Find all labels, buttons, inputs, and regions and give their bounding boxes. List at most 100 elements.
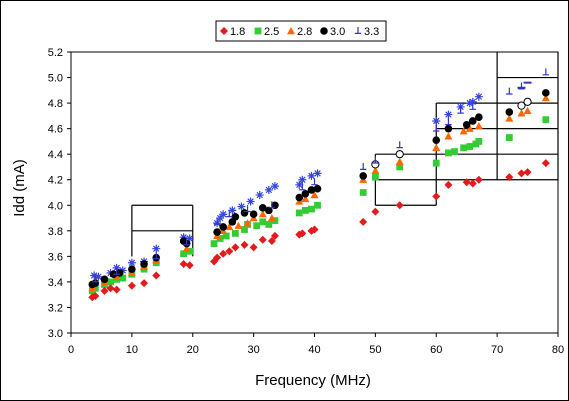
x-tick-label: 70 [491,344,503,356]
point [395,150,404,159]
point [395,157,404,166]
point [432,192,441,201]
point [432,136,441,144]
point [460,144,468,152]
point [468,117,477,125]
point [311,178,318,186]
y-axis-label: Idd (mA) [11,159,28,217]
point [210,240,218,247]
legend-label: 3.0 [330,26,345,38]
point [444,132,453,140]
y-tick-label: 4.8 [48,98,63,110]
legend-marker [287,27,295,35]
point [474,175,483,184]
point [307,186,316,194]
y-tick-label: 4.6 [48,124,63,136]
point [127,281,136,290]
point [140,260,148,268]
point [128,265,136,273]
series-3-3-star- [90,92,483,281]
point [432,143,441,151]
point [265,206,273,215]
point [465,99,474,108]
point [462,121,471,129]
y-tick-label: 4.0 [48,200,63,212]
point [152,244,161,253]
y-tick-label: 3.8 [48,226,63,238]
point [228,206,237,215]
point [185,261,194,270]
point [253,222,261,230]
point [213,228,221,236]
x-tick-label: 0 [68,344,74,356]
legend-marker [220,27,228,35]
point [231,243,240,252]
legend-label: 1.8 [230,26,245,38]
point [90,271,99,280]
point [299,183,306,191]
point [396,163,404,171]
point [185,234,194,243]
point [523,168,532,177]
point [112,285,121,294]
y-tick-label: 3.0 [48,328,63,340]
point [115,269,124,277]
point [152,271,161,280]
point [307,171,316,180]
point [91,291,100,300]
point [219,249,228,258]
point [107,278,114,286]
point [267,237,276,246]
point [244,205,251,213]
y-tick-labels: 3.0 3.2 3.4 3.6 3.8 4.0 4.2 4.4 4.6 4.8 5.0 5.2 [48,47,63,340]
point [359,172,368,180]
point [231,212,240,221]
point [240,240,249,249]
x-tick-label: 50 [369,344,381,356]
point [219,210,228,219]
point [222,232,230,240]
point [523,97,532,106]
series-3-0-hollow- [371,97,532,169]
point [517,109,526,117]
point [433,124,440,132]
x-tick-label: 20 [187,344,199,356]
point [542,116,550,124]
point [432,159,440,167]
point [249,243,258,252]
point [237,202,246,211]
point [395,201,404,210]
point [432,116,441,125]
point [542,68,550,76]
legend-marker [254,27,262,35]
point [180,250,188,258]
point [475,113,483,121]
point [91,284,99,292]
x-axis-label: Frequency (MHz) [255,372,371,389]
point [258,210,267,218]
legend: 1.8 2.5 2.8 3.0 3.3 [215,20,387,42]
point [216,214,225,223]
point [295,193,304,202]
point [140,279,149,288]
point [462,178,471,187]
point [465,124,474,132]
point [466,143,474,150]
point [505,173,514,182]
point [264,185,273,194]
x-tick-label: 10 [126,344,138,356]
point [451,148,458,156]
y-tick-label: 3.6 [48,251,63,263]
y-tick-label: 5.2 [48,47,63,59]
y-tick-label: 4.2 [48,175,63,187]
point [475,138,483,145]
point [474,122,483,130]
x-tick-label: 30 [248,344,260,356]
y-tick-label: 3.2 [48,302,63,314]
point [523,106,532,114]
point [505,108,514,116]
point [213,217,221,225]
point [265,221,273,228]
point [118,266,127,275]
